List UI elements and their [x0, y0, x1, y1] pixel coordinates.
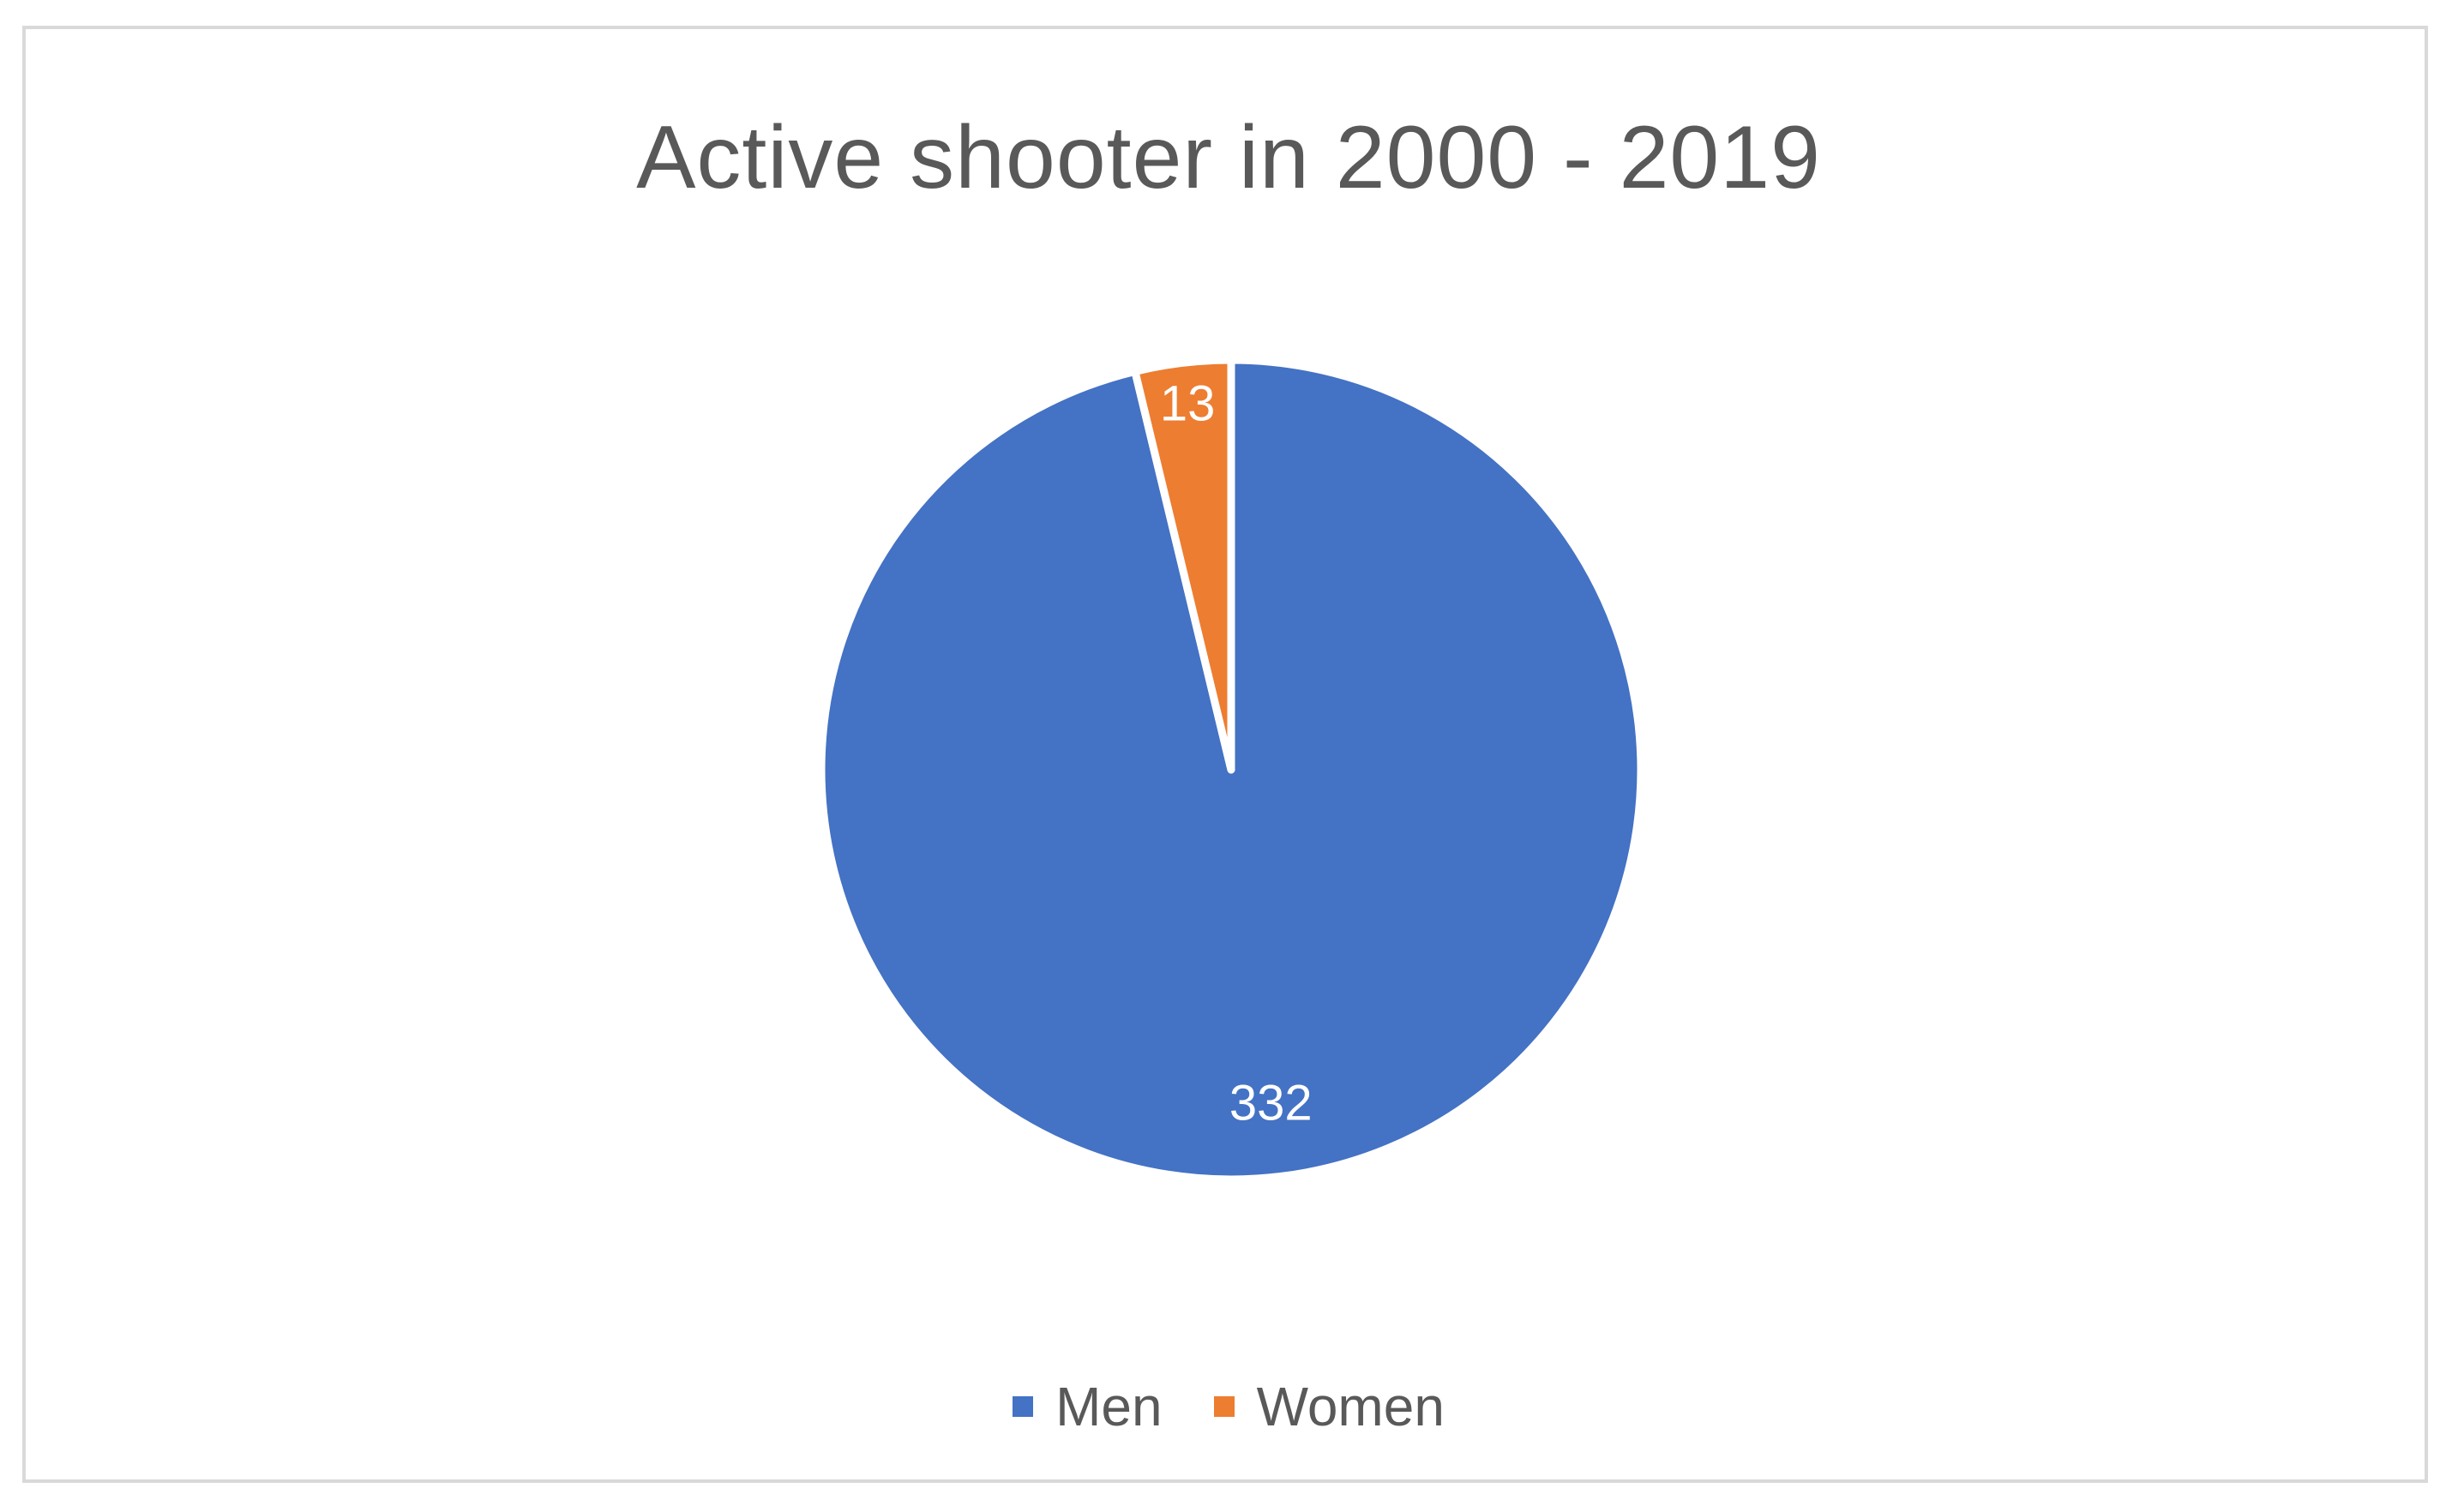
chart-title: Active shooter in 2000 - 2019: [636, 108, 1821, 207]
legend-entry-women: Women: [1213, 1376, 1445, 1437]
legend-swatch-women: [1213, 1396, 1235, 1417]
legend-entry-men: Men: [1013, 1379, 1163, 1434]
pie-slice-women: [1131, 356, 1235, 774]
data-label-women: 13: [1160, 375, 1216, 431]
legend-label-women: Women: [1256, 1376, 1445, 1437]
legend-label-men: Men: [1055, 1376, 1163, 1437]
legend-swatch-men: [1013, 1396, 1034, 1417]
chart-frame: Active shooter in 2000 - 2019 332 13 Men …: [22, 26, 2428, 1483]
legend: Men Women: [26, 1379, 2431, 1434]
pie-chart: 332 13: [817, 356, 1645, 1184]
data-label-men: 332: [1229, 1076, 1313, 1131]
